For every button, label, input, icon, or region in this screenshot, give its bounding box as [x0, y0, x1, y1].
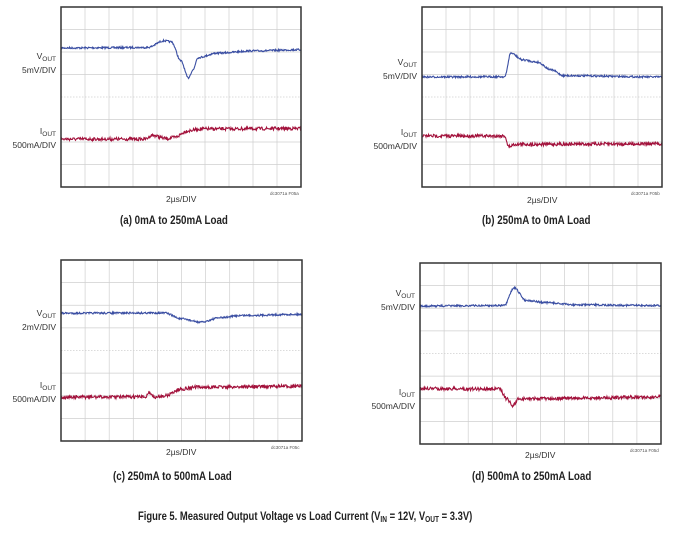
vout-sub: OUT	[403, 62, 417, 69]
caption-a: (a) 0mA to 250mA Load	[120, 215, 228, 227]
figure-caption-prefix: Figure 5. Measured Output Voltage vs Loa…	[138, 511, 381, 523]
figure-caption: Figure 5. Measured Output Voltage vs Loa…	[138, 511, 472, 524]
vout-sub: OUT	[42, 313, 56, 320]
caption-c: (c) 250mA to 500mA Load	[113, 471, 232, 483]
figure-code-d: dc3071a F05d	[630, 448, 659, 453]
iout-trace	[419, 385, 662, 409]
vout-label-b: VOUT 5mV/DIV	[383, 57, 417, 81]
iout-sub: OUT	[42, 131, 56, 138]
iout-sub: OUT	[401, 392, 415, 399]
iout-sub: OUT	[403, 132, 417, 139]
iout-label-c: IOUT 500mA/DIV	[13, 380, 56, 404]
iout-scale: 500mA/DIV	[371, 401, 415, 411]
iout-scale: 500mA/DIV	[12, 394, 56, 404]
vout-sub: OUT	[425, 515, 440, 524]
iout-name: I	[39, 126, 43, 136]
iout-scale: 500mA/DIV	[12, 140, 56, 150]
figure-caption-mid: = 12V, V	[386, 511, 426, 523]
vout-name: V	[36, 51, 43, 61]
iout-name: I	[39, 380, 43, 390]
scope-d-svg	[419, 262, 662, 445]
scope-plot-a	[60, 6, 302, 188]
vout-trace	[60, 310, 303, 325]
scope-frame	[60, 259, 303, 442]
iout-name: I	[398, 387, 402, 397]
vout-label-c: VOUT 2mV/DIV	[22, 308, 56, 332]
vout-name: V	[36, 308, 43, 318]
time-scale-b: 2µs/DIV	[527, 195, 558, 205]
vout-sub: OUT	[42, 56, 56, 63]
scope-plot-b	[421, 6, 663, 188]
iout-trace	[60, 382, 303, 401]
scope-plot-d	[419, 262, 662, 445]
time-scale-d: 2µs/DIV	[525, 450, 556, 460]
scope-frame	[419, 262, 662, 445]
iout-name: I	[400, 127, 404, 137]
scope-frame	[60, 6, 302, 188]
iout-label-a: IOUT 500mA/DIV	[13, 126, 56, 150]
time-scale-a: 2µs/DIV	[166, 194, 197, 204]
vout-trace	[421, 51, 663, 80]
figure-code-a: dc3071a F05a	[270, 191, 299, 196]
iout-trace	[60, 125, 302, 143]
figure-code-b: dc3071a F05b	[631, 191, 660, 196]
iout-scale: 500mA/DIV	[373, 141, 417, 151]
scope-b-svg	[421, 6, 663, 188]
scope-plot-c	[60, 259, 303, 442]
vout-sub: OUT	[401, 293, 415, 300]
vout-label-a: VOUT 5mV/DIV	[22, 51, 56, 75]
vout-scale: 5mV/DIV	[382, 71, 417, 81]
vout-scale: 5mV/DIV	[380, 302, 415, 312]
time-scale-c: 2µs/DIV	[166, 447, 197, 457]
vin-sub: IN	[380, 515, 387, 524]
vout-scale: 2mV/DIV	[21, 322, 56, 332]
vout-trace	[60, 38, 301, 80]
iout-label-b: IOUT 500mA/DIV	[374, 127, 417, 151]
scope-c-svg	[60, 259, 303, 442]
iout-trace	[421, 132, 663, 149]
iout-label-d: IOUT 500mA/DIV	[372, 387, 415, 411]
figure-caption-suffix: = 3.3V)	[439, 511, 473, 523]
vout-label-d: VOUT 5mV/DIV	[381, 288, 415, 312]
caption-d: (d) 500mA to 250mA Load	[472, 471, 592, 483]
iout-sub: OUT	[42, 385, 56, 392]
vout-trace	[419, 285, 662, 309]
vout-name: V	[395, 288, 402, 298]
vout-scale: 5mV/DIV	[21, 65, 56, 75]
caption-b: (b) 250mA to 0mA Load	[482, 215, 591, 227]
vout-name: V	[397, 57, 404, 67]
scope-a-svg	[60, 6, 302, 188]
figure-code-c: dc3071a F05c	[271, 445, 300, 450]
scope-frame	[421, 6, 663, 188]
